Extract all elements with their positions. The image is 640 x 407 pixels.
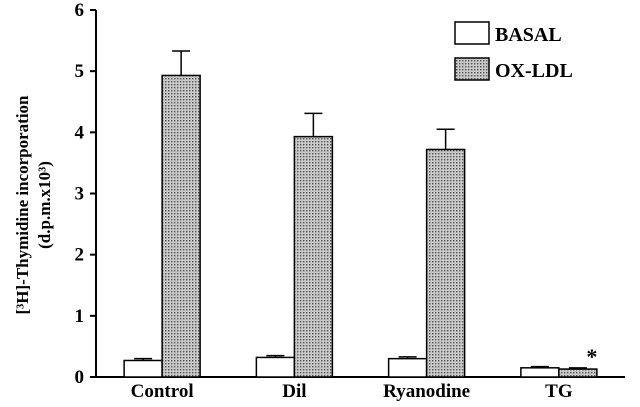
y-tick-label: 4	[75, 122, 85, 143]
y-axis-label: [³H]-Thymidine incorporation (d.p.m.x10³…	[13, 95, 54, 315]
basal-bar	[123, 359, 163, 378]
legend-swatch	[454, 57, 490, 81]
x-tick-label: Control	[131, 381, 194, 402]
y-tick-label: 5	[75, 61, 85, 82]
basal-bar	[255, 356, 296, 378]
x-tick-label: Dil	[282, 381, 306, 402]
y-tick-label: 0	[75, 367, 85, 388]
ox-ldl-bar	[425, 148, 466, 378]
legend: BASAL OX-LDL	[454, 21, 573, 82]
basal-bar	[520, 367, 560, 378]
legend-label: BASAL	[495, 24, 562, 46]
y-axis-label-line2: (d.p.m.x10³)	[35, 161, 54, 249]
y-axis-label-line1: [³H]-Thymidine incorporation	[13, 95, 32, 315]
x-tick-label: TG	[545, 381, 573, 402]
y-tick-label: 1	[75, 306, 85, 327]
x-tick-labels: Control Dil Ryanodine TG	[131, 381, 573, 402]
y-tick-label: 2	[75, 245, 85, 266]
x-tick-label: Ryanodine	[383, 381, 470, 402]
axes: 0 1 2 3 4 5 6	[75, 0, 625, 388]
bars: *	[123, 50, 598, 378]
legend-label: OX-LDL	[495, 60, 573, 82]
legend-swatch	[454, 21, 490, 45]
ox-ldl-bar	[558, 368, 598, 378]
ox-ldl-bar	[293, 135, 334, 378]
y-tick-label: 3	[75, 184, 85, 205]
ox-ldl-bar	[161, 74, 201, 378]
y-tick-label: 6	[75, 0, 85, 21]
significance-annotation: *	[586, 344, 597, 369]
basal-bar	[387, 357, 428, 378]
